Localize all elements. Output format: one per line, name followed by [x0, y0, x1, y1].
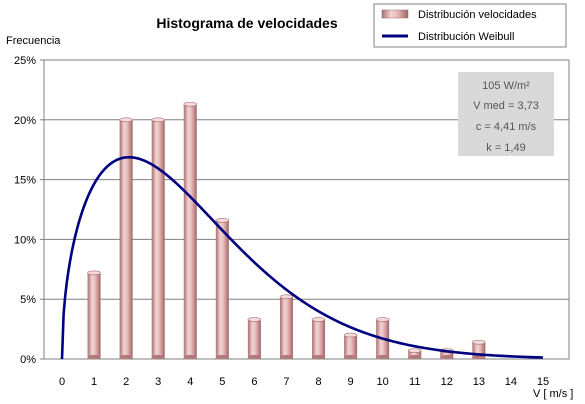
bar-body: [312, 319, 326, 359]
bar-cap: [215, 217, 230, 223]
bar-cap: [247, 317, 262, 322]
y-tick-label: 25%: [14, 55, 36, 67]
x-tick-label: 15: [537, 376, 549, 388]
bar-body: [279, 296, 293, 359]
bar-body: [408, 350, 422, 359]
y-tick-label: 10%: [14, 234, 36, 246]
bar-base: [312, 355, 326, 359]
x-tick-label: 9: [348, 376, 354, 388]
bar: [407, 348, 422, 359]
x-tick-label: 4: [187, 376, 193, 388]
x-tick-label: 11: [409, 376, 420, 388]
bar-base: [183, 355, 197, 359]
chart-title: Histograma de velocidades: [156, 15, 338, 31]
x-tick-label: 5: [219, 376, 225, 388]
bar: [119, 117, 133, 359]
legend-entry-bars: Distribución velocidades: [418, 9, 537, 21]
bar-base: [119, 355, 133, 359]
bar: [87, 270, 101, 359]
bar-cap: [375, 317, 390, 322]
bar-cap: [151, 117, 165, 123]
bar: [279, 294, 294, 359]
x-tick-label: 6: [251, 376, 257, 388]
x-tick-label: 2: [123, 376, 129, 388]
bar: [151, 117, 165, 359]
annotation-power: 105 W/m²: [482, 80, 530, 92]
y-axis-label: Frecuencia: [6, 35, 61, 47]
bar-body: [87, 272, 101, 359]
x-tick-labels: 0 1 2 3 4 5 6 7 8 9 10 11 12 13 14 15: [59, 376, 549, 388]
x-tick-label: 13: [473, 376, 485, 388]
bar-base: [440, 355, 454, 359]
bar-base: [87, 355, 101, 359]
bar-body: [183, 104, 197, 359]
weibull-curve-group: [60, 155, 544, 360]
y-tick-label: 5%: [20, 294, 36, 306]
bar-body: [247, 319, 261, 359]
x-tick-label: 1: [91, 376, 97, 388]
x-tick-label: 12: [441, 376, 453, 388]
x-tick-label: 10: [377, 376, 389, 388]
bar-cap: [407, 348, 422, 353]
annotation-c: c = 4,41 m/s: [476, 121, 537, 133]
legend-bar-swatch: [381, 9, 409, 19]
bar-base: [376, 355, 390, 359]
annotation-k: k = 1,49: [486, 142, 525, 154]
y-tick-labels: 0% 5% 10% 15% 20% 25%: [14, 55, 36, 366]
bar: [247, 317, 262, 359]
bar-base: [472, 355, 486, 359]
bar: [311, 317, 326, 359]
bar-cap: [279, 294, 294, 300]
bar-base: [279, 355, 293, 359]
bar-body: [119, 119, 133, 359]
x-tick-label: 3: [155, 376, 161, 388]
legend-entry-line: Distribución Weibull: [418, 31, 514, 43]
bar-base: [344, 355, 358, 359]
bar-base: [408, 355, 422, 359]
bar-cap: [87, 270, 101, 276]
bars: [87, 101, 486, 359]
bar-body: [440, 350, 454, 359]
annotation-background: [458, 72, 554, 156]
bar-cap: [311, 317, 326, 322]
bar: [215, 217, 230, 359]
bar-base: [247, 355, 261, 359]
bar-cap: [183, 101, 198, 107]
y-tick-label: 20%: [14, 115, 36, 127]
bar-body: [344, 335, 358, 359]
x-axis-label: V [ m/s ]: [533, 388, 573, 400]
x-tick-label: 8: [315, 376, 321, 388]
bar-body: [151, 119, 165, 359]
legend: Distribución velocidades Distribución We…: [373, 3, 567, 48]
weibull-curve: [60, 155, 544, 360]
annotation-vmed: V med = 3,73: [473, 100, 539, 112]
bar-base: [151, 355, 165, 359]
bar: [472, 339, 486, 359]
bar: [183, 101, 198, 359]
bar-base: [215, 355, 229, 359]
bar-cap: [343, 332, 358, 338]
x-tick-label: 0: [59, 376, 65, 388]
annotation-box: 105 W/m² V med = 3,73 c = 4,41 m/s k = 1…: [458, 72, 554, 156]
bar-body: [215, 220, 229, 359]
bar: [343, 332, 358, 359]
y-tick-label: 0%: [20, 354, 36, 366]
y-tick-label: 15%: [14, 175, 36, 187]
bar-cap: [472, 339, 486, 345]
bar-cap: [119, 117, 133, 123]
x-tick-label: 14: [505, 376, 517, 388]
x-tick-label: 7: [283, 376, 289, 388]
